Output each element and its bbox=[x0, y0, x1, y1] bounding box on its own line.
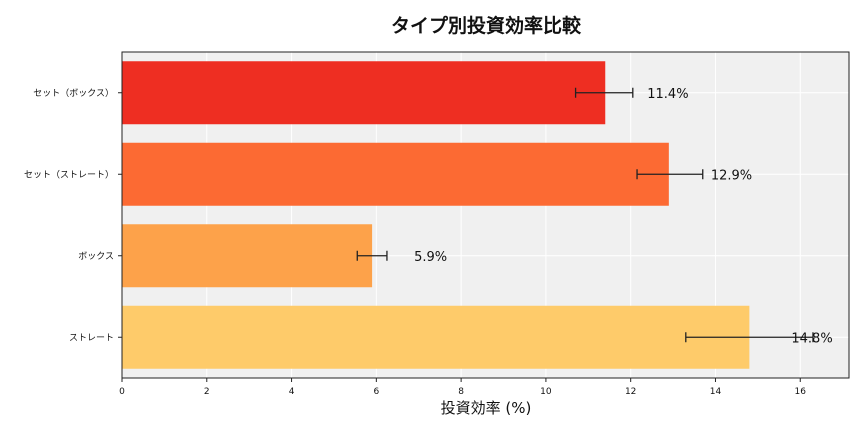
x-tick-label: 6 bbox=[373, 387, 379, 397]
y-tick-label: セット（ストレート） bbox=[24, 169, 114, 180]
y-tick-label: セット（ボックス） bbox=[33, 88, 114, 99]
bar bbox=[122, 142, 669, 206]
plot-frame bbox=[121, 51, 850, 379]
error-bar bbox=[636, 169, 704, 180]
data-label: 11.4% bbox=[647, 87, 688, 102]
x-tick-label: 12 bbox=[625, 387, 636, 397]
y-tick-label: ストレート bbox=[69, 333, 114, 343]
y-tick-label: ボックス bbox=[78, 251, 114, 262]
bar bbox=[122, 305, 750, 369]
x-axis-label: 投資効率 (%) bbox=[441, 399, 532, 417]
x-tick-label: 8 bbox=[458, 387, 464, 397]
bar bbox=[122, 224, 373, 288]
data-label: 5.9% bbox=[414, 250, 447, 265]
x-tick-label: 2 bbox=[204, 387, 210, 397]
bar bbox=[122, 61, 606, 125]
error-bar bbox=[356, 250, 388, 261]
x-tick-label: 10 bbox=[540, 387, 552, 397]
x-tick-label: 0 bbox=[119, 387, 125, 397]
data-label: 12.9% bbox=[711, 168, 752, 183]
x-tick-label: 4 bbox=[289, 387, 295, 397]
chart-title: タイプ別投資効率比較 bbox=[391, 14, 582, 37]
data-label: 14.8% bbox=[791, 331, 832, 346]
error-bar bbox=[685, 332, 814, 343]
x-tick-label: 14 bbox=[710, 387, 722, 397]
error-bar bbox=[574, 87, 634, 98]
x-tick-label: 16 bbox=[795, 387, 807, 397]
